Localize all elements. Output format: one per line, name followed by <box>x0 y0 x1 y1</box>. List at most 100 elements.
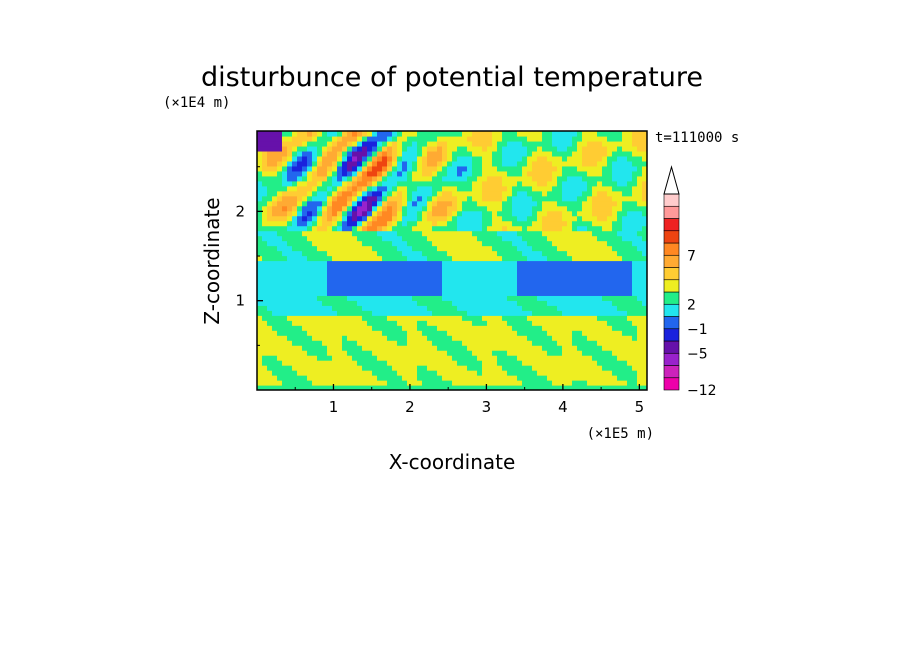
field-cell <box>517 265 523 272</box>
field-cell <box>467 350 473 356</box>
field-cell <box>622 260 628 267</box>
field-cell <box>602 145 608 152</box>
field-cell <box>532 140 538 147</box>
field-cell <box>257 260 263 267</box>
field-cell <box>377 360 383 366</box>
field-cell <box>372 330 378 336</box>
field-cell <box>372 345 378 351</box>
field-cell <box>627 310 633 316</box>
field-cell <box>612 150 618 157</box>
field-cell <box>472 155 478 162</box>
field-cell <box>637 155 643 162</box>
field-cell <box>587 355 593 361</box>
field-cell <box>482 165 488 172</box>
field-cell <box>262 355 268 361</box>
field-cell <box>547 165 553 172</box>
field-cell <box>572 350 578 356</box>
field-cell <box>477 385 483 390</box>
field-cell <box>537 175 543 182</box>
field-cell <box>312 245 318 252</box>
field-cell <box>282 245 288 252</box>
field-cell <box>617 215 623 222</box>
field-cell <box>282 175 288 182</box>
field-cell <box>632 230 638 237</box>
field-cell <box>427 275 433 282</box>
field-cell <box>607 350 613 356</box>
field-cell <box>587 270 593 277</box>
field-cell <box>597 155 603 162</box>
field-cell <box>562 140 568 147</box>
field-cell <box>377 195 383 202</box>
field-cell <box>392 210 398 217</box>
field-cell <box>322 215 328 222</box>
field-cell <box>572 335 578 341</box>
field-cell <box>632 160 638 167</box>
field-cell <box>277 275 283 282</box>
field-cell <box>367 205 373 212</box>
field-cell <box>642 190 647 197</box>
field-cell <box>572 155 578 162</box>
field-cell <box>257 150 263 157</box>
field-cell <box>307 315 313 321</box>
field-cell <box>307 360 313 366</box>
field-cell <box>337 215 343 222</box>
field-cell <box>277 170 283 177</box>
field-cell <box>422 330 428 336</box>
field-cell <box>282 250 288 257</box>
field-cell <box>487 230 493 237</box>
field-cell <box>302 265 308 272</box>
field-cell <box>517 255 523 262</box>
field-cell <box>372 215 378 222</box>
field-cell <box>627 210 633 217</box>
field-cell <box>282 270 288 277</box>
field-cell <box>297 285 303 291</box>
field-cell <box>437 365 443 371</box>
field-cell <box>637 275 643 282</box>
field-cell <box>597 145 603 152</box>
field-cell <box>592 295 598 301</box>
field-cell <box>512 350 518 356</box>
field-cell <box>497 145 503 152</box>
field-cell <box>387 385 393 390</box>
field-cell <box>622 190 628 197</box>
field-cell <box>302 160 308 167</box>
field-cell <box>432 160 438 167</box>
field-cell <box>462 380 468 386</box>
field-cell <box>367 270 373 277</box>
field-cell <box>512 225 518 232</box>
field-cell <box>372 205 378 212</box>
field-cell <box>617 240 623 247</box>
field-cell <box>387 135 393 142</box>
field-cell <box>332 150 338 157</box>
field-cell <box>412 350 418 356</box>
field-cell <box>337 145 343 152</box>
field-cell <box>377 265 383 272</box>
field-cell <box>507 325 513 331</box>
field-cell <box>387 335 393 341</box>
field-cell <box>412 300 418 306</box>
field-cell <box>392 145 398 152</box>
field-cell <box>442 365 448 371</box>
field-cell <box>292 190 298 197</box>
field-cell <box>492 220 498 227</box>
field-cell <box>412 330 418 336</box>
field-cell <box>547 275 553 282</box>
field-cell <box>537 210 543 217</box>
field-cell <box>477 285 483 291</box>
field-cell <box>377 165 383 172</box>
field-cell <box>337 345 343 351</box>
field-cell <box>597 235 603 242</box>
field-cell <box>307 250 313 257</box>
field-cell <box>287 300 293 306</box>
field-cell <box>612 140 618 147</box>
field-cell <box>442 340 448 346</box>
field-cell <box>327 335 333 341</box>
field-cell <box>267 140 273 147</box>
field-cell <box>472 160 478 167</box>
field-cell <box>527 265 533 272</box>
field-cell <box>622 210 628 217</box>
field-cell <box>437 340 443 346</box>
field-cell <box>287 255 293 262</box>
field-cell <box>602 240 608 247</box>
field-cell <box>357 175 363 182</box>
